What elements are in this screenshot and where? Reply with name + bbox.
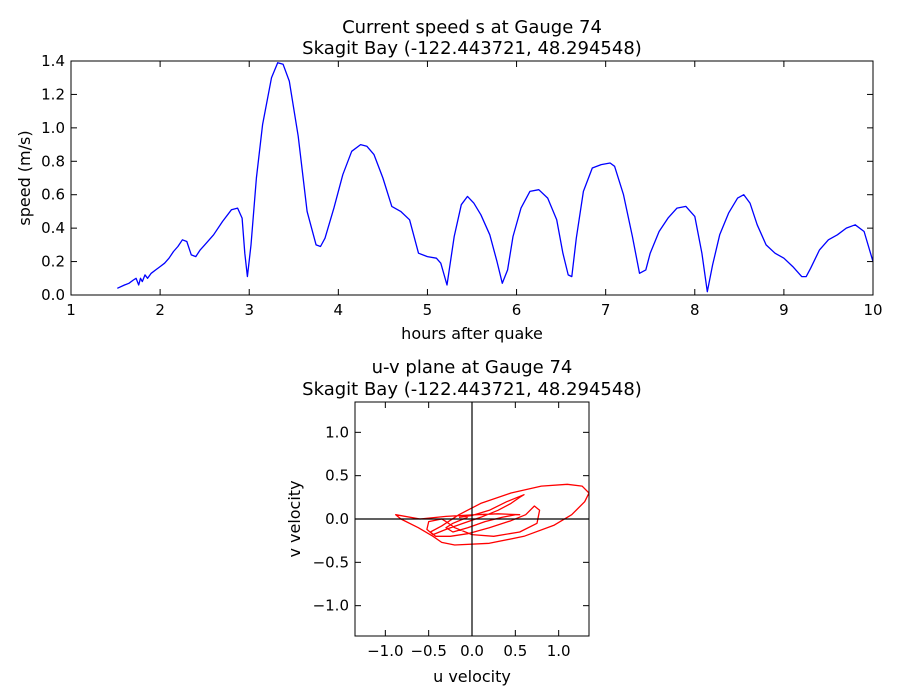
uv-ytick-label: −1.0	[313, 597, 349, 615]
uv-chart-ticks: −1.0 −0.5 0.0 0.5 1.0 −1.0 −0.5 0.0 0.5 1.0	[313, 402, 589, 660]
speed-xtick-label: 9	[779, 301, 789, 319]
speed-xtick-label: 7	[601, 301, 611, 319]
speed-chart-ticks: 1 2 3 4 5 6 7 8 9 10 0.0 0.2 0.4 0.6 0.8 1.0 1.2 1.4	[41, 52, 882, 319]
uv-xtick-label: 0.0	[460, 642, 484, 660]
uv-plane-chart: u-v plane at Gauge 74 Skagit Bay (-122.4…	[285, 357, 642, 686]
speed-chart-xlabel: hours after quake	[401, 324, 543, 343]
speed-series	[117, 62, 874, 293]
uv-xtick-label: −1.0	[367, 642, 403, 660]
uv-xtick-label: 1.0	[547, 642, 571, 660]
uv-ytick-label: 0.0	[325, 510, 349, 528]
speed-xtick-label: 10	[863, 301, 882, 319]
uv-ytick-label: 0.5	[325, 467, 349, 485]
speed-ytick-label: 0.0	[41, 286, 65, 304]
speed-xtick-label: 2	[155, 301, 165, 319]
uv-ytick-label: −0.5	[313, 553, 349, 571]
speed-line	[117, 62, 874, 293]
uv-chart-xlabel: u velocity	[433, 667, 511, 686]
uv-xtick-label: −0.5	[410, 642, 446, 660]
speed-xtick-label: 3	[244, 301, 254, 319]
uv-trajectory	[395, 483, 589, 546]
uv-ytick-label: 1.0	[325, 423, 349, 441]
uv-chart-frame	[354, 401, 590, 637]
uv-chart-subtitle: Skagit Bay (-122.443721, 48.294548)	[302, 379, 642, 400]
speed-xtick-label: 8	[690, 301, 700, 319]
speed-chart-title: Current speed s at Gauge 74	[342, 17, 602, 38]
speed-xtick-label: 6	[512, 301, 522, 319]
speed-xtick-label: 5	[423, 301, 433, 319]
uv-xtick-label: 0.5	[503, 642, 527, 660]
speed-chart-ylabel: speed (m/s)	[15, 130, 34, 225]
speed-ytick-label: 0.6	[41, 186, 65, 204]
speed-ytick-label: 0.8	[41, 152, 65, 170]
speed-chart-subtitle: Skagit Bay (-122.443721, 48.294548)	[302, 38, 642, 59]
uv-zero-axes	[355, 402, 589, 636]
speed-ytick-label: 1.4	[41, 52, 65, 70]
uv-chart-title: u-v plane at Gauge 74	[372, 357, 573, 378]
speed-chart: Current speed s at Gauge 74 Skagit Bay (…	[15, 17, 883, 343]
speed-chart-frame	[70, 60, 874, 296]
speed-xtick-label: 4	[334, 301, 344, 319]
speed-ytick-label: 1.2	[41, 85, 65, 103]
speed-ytick-label: 0.2	[41, 253, 65, 271]
uv-chart-ylabel: v velocity	[285, 480, 304, 557]
speed-ytick-label: 1.0	[41, 119, 65, 137]
uv-trajectory-line	[395, 483, 589, 546]
speed-xtick-label: 1	[66, 301, 76, 319]
speed-ytick-label: 0.4	[41, 219, 65, 237]
